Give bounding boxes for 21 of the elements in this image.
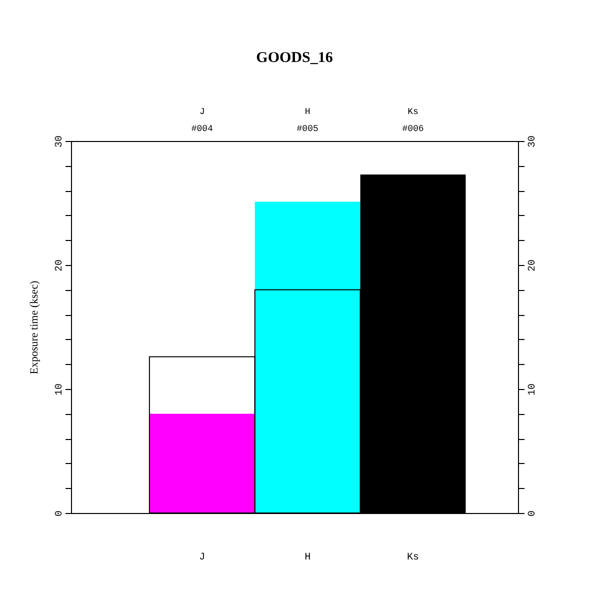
y-tick-label: 30 — [54, 135, 66, 148]
y2-tick-label: 0 — [528, 510, 538, 517]
chart-title: GOODS_16 — [256, 50, 334, 66]
y-tick-label: 0 — [54, 510, 66, 517]
y-tick-label: 10 — [54, 383, 66, 396]
y-axis-title: Exposure time (ksec) — [28, 280, 40, 374]
bar — [149, 414, 255, 513]
text: #005 — [296, 124, 318, 134]
x-tick-label: Ks — [408, 107, 418, 117]
y2-tick-label: 10 — [528, 383, 538, 396]
category-label: H — [304, 552, 311, 564]
y2-tick-label: 20 — [528, 259, 538, 272]
y2-tick-label: 30 — [528, 135, 538, 148]
category-label: Ks — [406, 552, 420, 564]
text: #006 — [402, 124, 424, 134]
category-label: J — [199, 552, 206, 564]
x-tick-label: J — [199, 107, 205, 117]
y-tick-label: 20 — [54, 259, 66, 272]
bar — [254, 202, 360, 513]
x-tick-label: H — [304, 107, 310, 117]
text: #004 — [191, 124, 213, 134]
